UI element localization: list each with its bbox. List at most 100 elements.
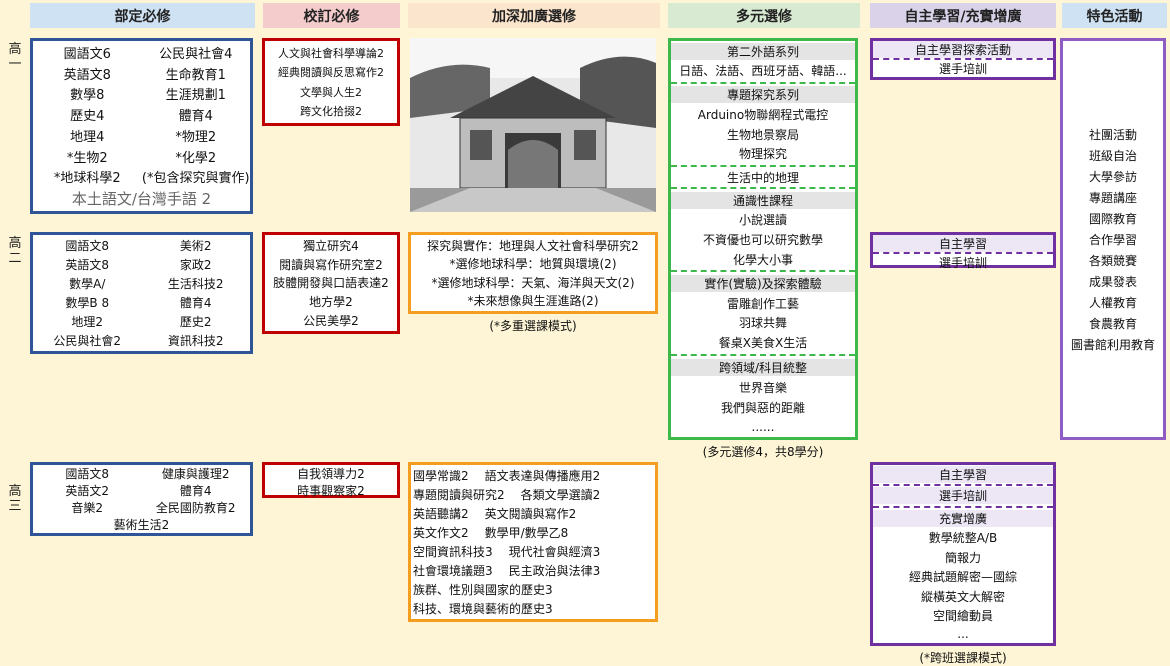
box-note: (*多重選課模式) (489, 319, 577, 333)
course-row: 國語文6 公民與社會4 (33, 43, 250, 62)
course-section: 選手培訓 (873, 484, 1053, 505)
course: *地球科學2 (53, 171, 121, 187)
course: 地理4 (70, 129, 105, 145)
course: 英語聽講2 (413, 507, 469, 521)
course-row: 國學常識2 語文表達與傳播應用2 (411, 467, 655, 484)
grade-label: 高一 (8, 42, 22, 72)
course-row: 數學A/生活科技2 (33, 275, 250, 292)
course: 化學大小事 (732, 252, 793, 267)
course: 英語文8 (65, 258, 110, 272)
grade-label: 高二 (8, 236, 22, 266)
course: 社團活動 (1088, 127, 1137, 142)
course: 經典閱讀與反思寫作2 (278, 66, 384, 80)
course-row: *生物2 *化學2 (33, 147, 250, 166)
course: 公民與社會4 (159, 46, 233, 62)
course: 班級自治 (1088, 148, 1137, 163)
course-row: 科技、環境與藝術的歷史3 (411, 600, 655, 617)
course: 體育4 (178, 109, 213, 125)
course: *未來想像與生涯進路(2) (467, 294, 599, 309)
course: 世界音樂 (738, 381, 787, 396)
course: 音樂2 (71, 501, 104, 515)
course: 社會環境議題3 (413, 564, 493, 578)
course-row: 數學B 8 體育4 (33, 294, 250, 311)
course: 現代社會與經濟3 (508, 545, 601, 559)
course-section: 實作(實驗)及探索體驗 雷雕創作工藝 羽球共舞 餐桌X美食X生活 (671, 270, 855, 353)
course: 人權教育 (1088, 295, 1137, 310)
course: 閱讀與寫作研究室2 (279, 257, 383, 272)
course: 數學B 8 (65, 296, 110, 310)
column-header: 加深加廣選修 (408, 3, 660, 28)
course-section: 充實增廣 數學統整A/B 簡報力 經典試題解密—國綜 縱橫英文大解密 空間繪動員... (873, 505, 1053, 643)
course: 合作學習 (1088, 232, 1137, 247)
section-title: 第二外語系列 (671, 43, 855, 61)
course: 生活科技2 (167, 277, 224, 291)
course-section: 跨領域/科目統整 世界音樂 我們與惡的距離...... (671, 353, 855, 437)
course: 時事觀察家2 (297, 484, 365, 498)
course-row: 公民與社會2 資訊科技2 (33, 332, 250, 349)
section-title: 通識性課程 (671, 191, 855, 209)
section-title: 跨領域/科目統整 (671, 358, 855, 376)
course-box: 自主學習 選手培訓 充實增廣 數學統整A/B 簡報力 經典試題解密—國綜 縱橫英文大解密 空間… (870, 462, 1056, 646)
course: 數學8 (70, 88, 105, 104)
activity-box: 社團活動 班級自治 大學參訪 專題講座 國際教育 合作學習 各類競賽 成果發表 人權教育 食農教育… (1060, 38, 1166, 440)
course-section: 通識性課程 小說選讀 不資優也可以研究數學 化學大小事 (671, 187, 855, 270)
course-row: 國語文8 美術2 (33, 237, 250, 254)
course-box: 自主學習 選手培訓 (870, 232, 1056, 270)
course: 歷史4 (70, 109, 105, 125)
course: 健康與護理2 (161, 467, 230, 481)
course: *物理2 (175, 129, 217, 145)
course: 數學統整A/B (928, 531, 998, 546)
course: 民主政治與法律3 (508, 564, 601, 578)
column-header: 校訂必修 (263, 3, 400, 28)
course: 科技、環境與藝術的歷史3 (413, 602, 553, 616)
course: *選修地球科學：地質與環境(2) (449, 257, 617, 272)
course-box: 探究與實作：地理與人文社會科學研究2 *選修地球科學：地質與環境(2) *選修地球科… (408, 232, 658, 314)
course: 空間資訊科技3 (413, 545, 493, 559)
section-title: 實作(實驗)及探索體驗 (671, 275, 855, 293)
course: ... (957, 626, 969, 641)
column-header: 自主學習/充實增廣 (870, 3, 1056, 28)
section-title: 選手培訓 (873, 487, 1053, 505)
course-row: 英文作文2 數學甲/數學乙8 (411, 524, 655, 541)
course: 體育4 (179, 484, 212, 498)
course: 族群、性別與國家的歷史3 (413, 583, 553, 597)
course: 英語文2 (65, 484, 110, 498)
section-title: 自主學習 (873, 235, 1053, 252)
course-box: 自我領導力2 時事觀察家2 (262, 462, 400, 498)
course: 專題閱讀與研究2 (413, 488, 505, 502)
course-section: 自主學習探索活動 (873, 41, 1053, 58)
course-section: 自主學習 (873, 465, 1053, 484)
column-header: 多元選修 (668, 3, 860, 28)
course: 雷雕創作工藝 (726, 296, 799, 311)
course-row: 英語文8 家政2 (33, 256, 250, 273)
course: 公民美學2 (303, 314, 359, 329)
course: 不資優也可以研究數學 (702, 233, 823, 248)
course: 各類競賽 (1088, 253, 1137, 268)
course: Arduino物聯網程式電控 (697, 107, 829, 122)
section-title: 專題探究系列 (671, 86, 855, 104)
course: 探究與實作：地理與人文社會科學研究2 (427, 238, 639, 253)
course: 簡報力 (944, 550, 981, 565)
course-row: 地理4 *物理2 (33, 126, 250, 145)
course: 全民國防教育2 (155, 501, 236, 515)
course: 圖書館利用教育 (1070, 337, 1155, 352)
course-box: 獨立研究4 閱讀與寫作研究室2 肢體開發與口語表達2 地方學2 公民美學2 (262, 232, 400, 334)
course-section: 第二外語系列 日語、法語、西班牙語、韓語... (671, 41, 855, 82)
course: 空間繪動員 (932, 609, 993, 624)
column-header: 部定必修 (30, 3, 255, 28)
section-title: 充實增廣 (873, 510, 1053, 528)
course: 數學甲/數學乙8 (484, 526, 569, 540)
course: 數學A/ (69, 277, 106, 291)
course-row: 族群、性別與國家的歷史3 (411, 581, 655, 598)
course: 經典試題解密—國綜 (908, 570, 1017, 585)
course: 生物地景察局 (726, 127, 799, 142)
course: 家政2 (179, 258, 212, 272)
course-row: 空間資訊科技3 現代社會與經濟3 (411, 543, 655, 560)
course-row: 音樂2 全民國防教育2 (33, 499, 250, 516)
course: *生物2 (66, 150, 108, 166)
course-section: 生活中的地理 (671, 164, 855, 187)
course: 跨文化拾掇2 (300, 105, 362, 119)
course: 國學常識2 (413, 469, 469, 483)
course-box: 國語文6 公民與社會4 英語文8 生命教育1 數學8 生涯規劃1 歷史4 體育4 地理4 *物理2… (30, 38, 253, 214)
